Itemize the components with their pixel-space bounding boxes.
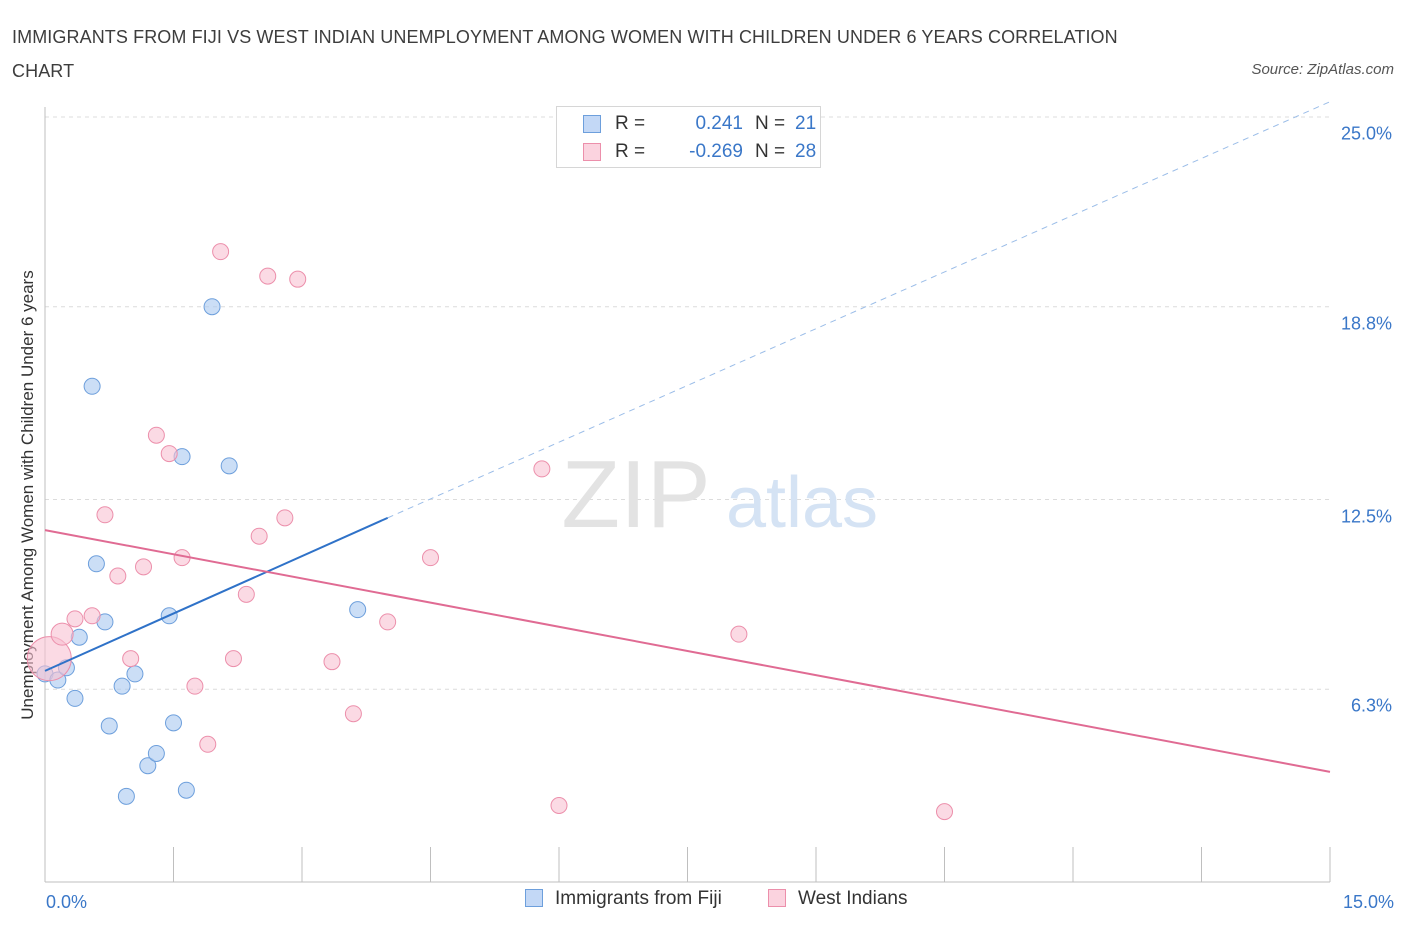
data-point [83,607,101,625]
data-point [66,610,84,628]
data-point [323,653,341,671]
data-point [139,757,157,775]
y-tick-label: 12.5% [1340,506,1392,526]
r-label: R = [615,113,646,134]
data-point [730,625,748,643]
data-point [422,549,439,567]
data-point [147,426,165,444]
r-value: -0.269 [689,141,743,162]
stats-legend: R = 0.241 N = 21 R = -0.269 N = 28 [556,106,821,168]
data-point [135,558,153,576]
data-point [100,717,118,735]
data-point [160,445,178,463]
n-value: 21 [795,113,817,134]
legend-item-fiji: Immigrants from Fiji [525,888,722,910]
data-point [186,677,204,695]
y-tick-label: 25.0% [1340,123,1392,144]
data-point [87,555,105,573]
data-point [147,744,165,762]
data-point [203,298,221,316]
watermark-atlas: atlas [726,463,878,543]
data-point [379,613,397,631]
data-point [96,506,114,524]
legend-label-fiji: Immigrants from Fiji [555,888,722,909]
fiji-legend-swatch [525,889,543,907]
series-fiji-points [36,298,367,805]
data-point [177,781,195,799]
data-point [250,527,268,545]
data-point [83,377,101,395]
n-label: N = [755,141,786,162]
source-note: Source: ZipAtlas.com [1251,61,1394,78]
data-point [109,567,127,585]
data-point [259,267,277,285]
data-point [212,243,230,261]
data-point [349,601,367,619]
grid-lines [45,116,1330,690]
n-label: N = [755,113,786,134]
west-indians-trend-line [44,529,1331,773]
x-tick-label-min: 0.0% [46,892,88,912]
data-point [113,677,131,695]
r-value: 0.241 [695,113,743,134]
west-indians-legend-swatch [768,889,786,907]
n-value: 28 [795,141,817,162]
axes [44,107,1331,883]
data-point [289,270,307,288]
y-tick-label: 18.8% [1340,313,1392,334]
data-point [50,622,74,646]
fiji-trend-extension [387,101,1331,519]
data-point [117,787,135,805]
data-point [276,509,294,527]
series-west-indians-points [26,243,953,821]
x-tick-label-max: 15.0% [1342,892,1394,912]
data-point [199,735,217,753]
data-point [237,585,255,603]
west-indians-swatch [583,143,601,161]
data-point [220,457,238,475]
y-tick-label: 6.3% [1350,695,1392,716]
data-point [344,705,362,723]
trend-lines [44,101,1331,773]
data-point [122,650,140,668]
data-point [224,650,242,668]
fiji-swatch [583,115,601,133]
legend-label-west-indians: West Indians [798,888,908,909]
watermark-zip: ZIP [561,441,710,548]
data-point [165,714,182,732]
data-point [66,689,84,707]
data-point [533,460,551,478]
legend-item-west-indians: West Indians [768,888,907,910]
data-point [70,628,88,646]
data-point [936,803,953,821]
chart-title: IMMIGRANTS FROM FIJI VS WEST INDIAN UNEM… [12,27,1118,81]
data-point [550,797,568,814]
fiji-trend-line [44,516,389,672]
r-label: R = [615,141,646,162]
data-point [126,665,144,683]
